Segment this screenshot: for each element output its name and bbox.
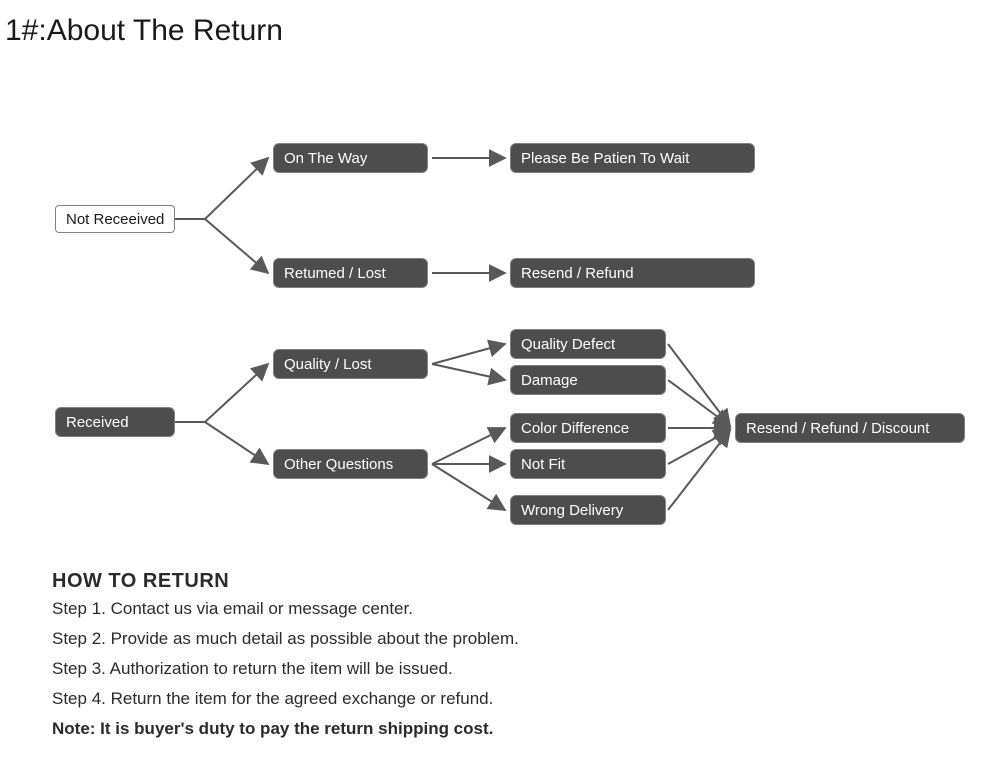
flow-edge-not_received-to-returned_lost [175, 219, 268, 273]
flow-edge-quality_defect-to-resend_refund_disc [668, 344, 730, 426]
flow-node-returned_lost: Retumed / Lost [273, 258, 428, 288]
flow-node-quality_defect: Quality Defect [510, 329, 666, 359]
flow-node-received: Received [55, 407, 175, 437]
flow-node-please_wait: Please Be Patien To Wait [510, 143, 755, 173]
how-to-title: HOW TO RETURN [52, 570, 519, 593]
flow-edge-received-to-other_questions [175, 422, 268, 464]
flow-edge-wrong_delivery-to-resend_refund_disc [668, 430, 730, 510]
flow-edge-received-to-quality_lost [175, 364, 268, 422]
how-to-step-2: Step 2. Provide as much detail as possib… [52, 629, 519, 649]
how-to-step-3: Step 3. Authorization to return the item… [52, 659, 519, 679]
flow-node-quality_lost: Quality / Lost [273, 349, 428, 379]
flow-node-other_questions: Other Questions [273, 449, 428, 479]
flow-edge-other_questions-to-color_diff [432, 428, 505, 464]
flow-node-color_diff: Color Difference [510, 413, 666, 443]
flow-edge-quality_lost-to-damage [432, 364, 505, 380]
flow-edge-other_questions-to-wrong_delivery [432, 464, 505, 510]
how-to-note: Note: It is buyer's duty to pay the retu… [52, 719, 519, 739]
how-to-step-4: Step 4. Return the item for the agreed e… [52, 689, 519, 709]
how-to-return-block: HOW TO RETURN Step 1. Contact us via emai… [52, 570, 519, 739]
flow-node-damage: Damage [510, 365, 666, 395]
flow-node-not_fit: Not Fit [510, 449, 666, 479]
flow-node-on_the_way: On The Way [273, 143, 428, 173]
flow-edge-not_fit-to-resend_refund_disc [668, 430, 730, 464]
how-to-step-1: Step 1. Contact us via email or message … [52, 599, 519, 619]
flow-node-not_received: Not Receeived [55, 205, 175, 233]
flow-edge-not_received-to-on_the_way [175, 158, 268, 219]
flowchart-surface: 1#:About The Return Not Receeived On The … [0, 0, 1000, 772]
flow-edge-damage-to-resend_refund_disc [668, 380, 730, 426]
flow-node-wrong_delivery: Wrong Delivery [510, 495, 666, 525]
page-title: 1#:About The Return [5, 14, 283, 48]
flow-node-resend_refund_disc: Resend / Refund / Discount [735, 413, 965, 443]
flow-edge-quality_lost-to-quality_defect [432, 344, 505, 364]
flow-node-resend_refund: Resend / Refund [510, 258, 755, 288]
